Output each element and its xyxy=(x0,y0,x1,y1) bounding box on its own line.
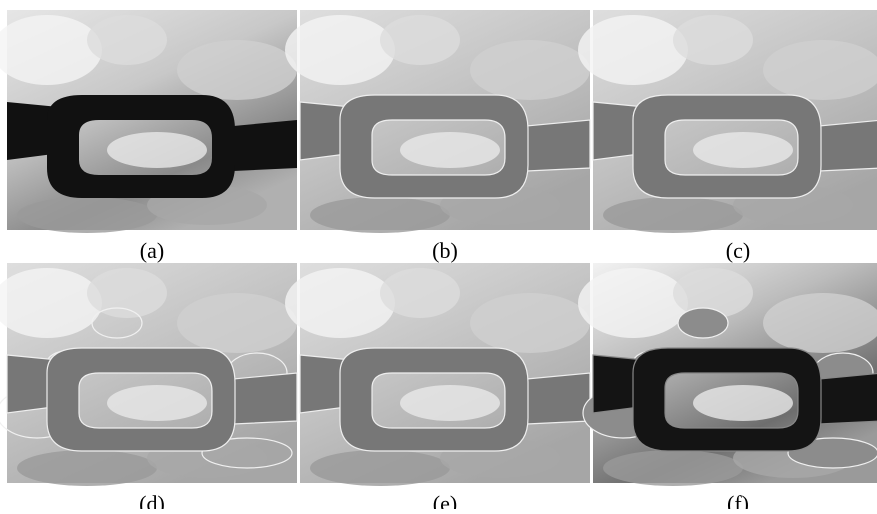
segment xyxy=(678,308,728,338)
caption: (b) xyxy=(432,238,458,263)
cloud xyxy=(400,385,500,421)
panel xyxy=(285,10,590,233)
cloud xyxy=(603,197,743,233)
figure: (a) (b) (c) (d) (e) (f) xyxy=(0,0,877,509)
cloud xyxy=(17,450,157,486)
cloud xyxy=(177,40,297,100)
panel xyxy=(0,263,297,486)
caption: (c) xyxy=(726,238,750,263)
cloud xyxy=(400,132,500,168)
cloud xyxy=(693,385,793,421)
cloud xyxy=(578,268,688,338)
panel xyxy=(285,263,590,486)
panel xyxy=(0,10,297,233)
cloud xyxy=(285,15,395,85)
cloud xyxy=(673,15,753,65)
cloud xyxy=(107,132,207,168)
cloud xyxy=(285,268,395,338)
caption: (e) xyxy=(433,491,457,509)
cloud xyxy=(693,132,793,168)
cloud xyxy=(310,197,450,233)
cloud xyxy=(87,268,167,318)
cloud xyxy=(310,450,450,486)
caption: (d) xyxy=(139,491,165,509)
cloud xyxy=(470,40,590,100)
cloud xyxy=(380,268,460,318)
cloud xyxy=(603,450,743,486)
cloud xyxy=(107,385,207,421)
panel xyxy=(578,10,877,233)
cloud xyxy=(380,15,460,65)
cloud xyxy=(578,15,688,85)
cloud xyxy=(17,197,157,233)
caption: (f) xyxy=(727,491,749,509)
cloud xyxy=(87,15,167,65)
cloud xyxy=(470,293,590,353)
caption: (a) xyxy=(140,238,164,263)
cloud xyxy=(177,293,297,353)
panel xyxy=(578,263,877,486)
